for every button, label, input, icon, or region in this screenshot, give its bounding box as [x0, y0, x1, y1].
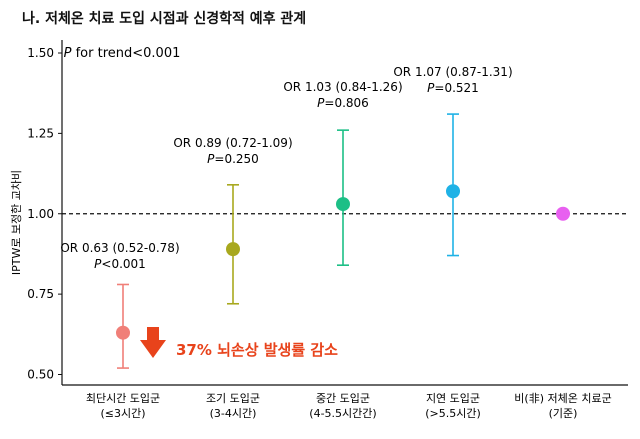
- down-arrow-icon: [140, 327, 166, 358]
- y-tick-label: 1.00: [27, 207, 54, 221]
- or-annotation: OR 0.63 (0.52-0.78): [60, 241, 179, 255]
- x-tick-label: 비(非) 저체온 치료군: [514, 392, 611, 405]
- x-tick-sublabel: (3-4시간): [210, 407, 257, 420]
- point-marker: [226, 242, 240, 257]
- x-tick-label: 조기 도입군: [206, 392, 260, 405]
- point-marker: [556, 206, 570, 221]
- trend-label: P for trend<0.001: [64, 46, 181, 61]
- x-tick-label: 지연 도입군: [426, 392, 480, 405]
- point-marker: [336, 197, 350, 212]
- p-value-annotation: P=0.521: [427, 81, 479, 95]
- point-marker: [116, 325, 130, 340]
- y-axis-title: IPTW로 보정한 교차비: [10, 170, 23, 275]
- x-tick-label: 중간 도입군: [316, 392, 370, 405]
- x-tick-sublabel: (>5.5시간): [425, 407, 481, 420]
- y-tick-label: 1.50: [27, 46, 54, 60]
- x-tick-sublabel: (기준): [549, 407, 578, 420]
- y-tick-label: 0.75: [27, 287, 54, 301]
- y-tick-label: 0.50: [27, 368, 54, 382]
- y-tick-label: 1.25: [27, 126, 54, 140]
- p-value-annotation: P=0.806: [317, 96, 369, 110]
- point-marker: [446, 184, 460, 199]
- or-annotation: OR 1.07 (0.87-1.31): [393, 65, 512, 79]
- p-value-annotation: P<0.001: [94, 257, 146, 271]
- callout-text: 37% 뇌손상 발생률 감소: [176, 341, 338, 359]
- or-annotation: OR 0.89 (0.72-1.09): [173, 136, 292, 150]
- chart-title: 나. 저체온 치료 도입 시점과 신경학적 예후 관계: [22, 11, 307, 27]
- x-tick-label: 최단시간 도입군: [86, 392, 160, 405]
- p-value-annotation: P=0.250: [207, 152, 259, 166]
- x-tick-sublabel: (≤3시간): [100, 407, 145, 420]
- x-tick-sublabel: (4-5.5시간간): [309, 407, 376, 420]
- or-annotation: OR 1.03 (0.84-1.26): [283, 80, 402, 94]
